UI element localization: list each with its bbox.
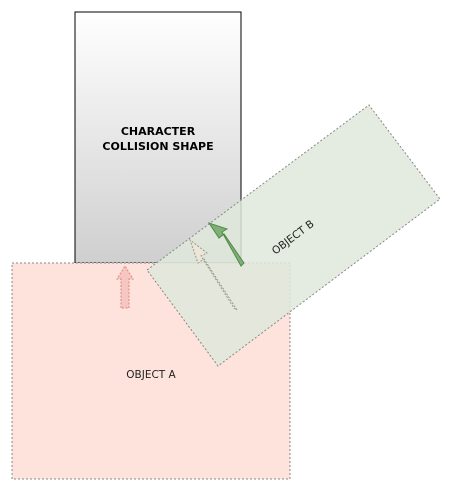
character-label-line1: CHARACTER [121, 125, 196, 138]
object-b-ghost-arrow [188, 238, 238, 311]
object-a-label: OBJECT A [126, 369, 176, 381]
object-b-push-arrow [207, 222, 245, 267]
green-arrow-shape [207, 222, 245, 267]
object-b-rect [146, 104, 441, 367]
object-b: OBJECT B [146, 104, 441, 367]
character-label-line2: COLLISION SHAPE [102, 140, 213, 153]
object-a-push-arrow [116, 265, 134, 309]
red-arrow-shape [116, 265, 134, 309]
character-collision-shape: CHARACTER COLLISION SHAPE [74, 11, 242, 264]
ghost-arrow-shape [188, 238, 238, 311]
